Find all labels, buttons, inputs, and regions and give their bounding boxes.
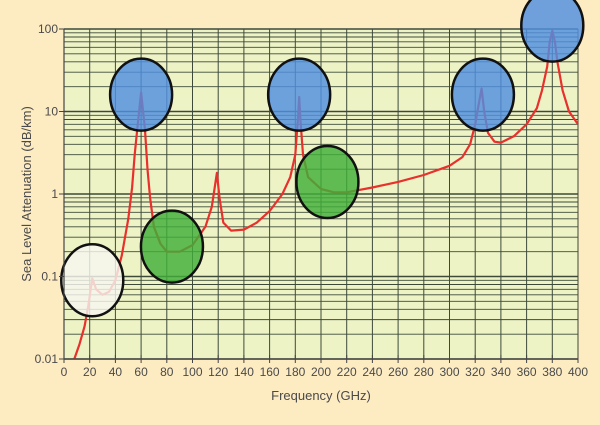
annotation-circle: [450, 57, 516, 132]
x-tick-label: 300: [439, 365, 459, 379]
x-tick-label: 400: [568, 365, 588, 379]
x-tick-label: 220: [337, 365, 357, 379]
x-tick-label: 240: [362, 365, 382, 379]
y-tick-label: 10: [45, 105, 59, 119]
x-tick-label: 100: [182, 365, 202, 379]
attenuation-curve: [73, 29, 579, 360]
annotation-circle: [60, 243, 125, 318]
annotation-circle: [295, 144, 360, 220]
x-tick-label: 80: [160, 365, 174, 379]
annotation-circle: [108, 57, 174, 132]
x-tick-label: 200: [311, 365, 331, 379]
x-tick-label: 340: [491, 365, 511, 379]
annotation-circle: [266, 57, 332, 132]
x-tick-label: 280: [414, 365, 434, 379]
x-tick-label: 320: [465, 365, 485, 379]
annotation-circle: [139, 209, 205, 284]
annotation-circles: [60, 0, 585, 318]
y-axis: 0.01 0.1 1 10 100: [35, 22, 65, 366]
x-tick-label: 0: [61, 365, 68, 379]
x-tick-label: 380: [542, 365, 562, 379]
x-tick-label: 60: [134, 365, 148, 379]
x-tick-label: 160: [260, 365, 280, 379]
x-tick-label: 260: [388, 365, 408, 379]
x-tick-label: 40: [109, 365, 123, 379]
y-tick-label: 100: [38, 22, 58, 36]
y-tick-label: 1: [51, 187, 58, 201]
x-axis-label: Frequency (GHz): [271, 388, 371, 403]
grid: [63, 28, 579, 360]
y-tick-label: 0.01: [35, 352, 59, 366]
x-tick-label: 360: [517, 365, 537, 379]
y-tick-label: 0.1: [41, 270, 58, 284]
attenuation-line: [73, 29, 579, 360]
x-tick-label: 140: [234, 365, 254, 379]
y-axis-label: Sea Level Attenuation (dB/km): [19, 106, 34, 282]
x-axis: 0 20 40 60 80 100 120 140 160 180 200 220 240 260 280 3…: [61, 355, 588, 379]
annotation-circle: [520, 0, 585, 63]
x-tick-label: 20: [83, 365, 97, 379]
x-tick-label: 120: [208, 365, 228, 379]
x-tick-label: 180: [285, 365, 305, 379]
